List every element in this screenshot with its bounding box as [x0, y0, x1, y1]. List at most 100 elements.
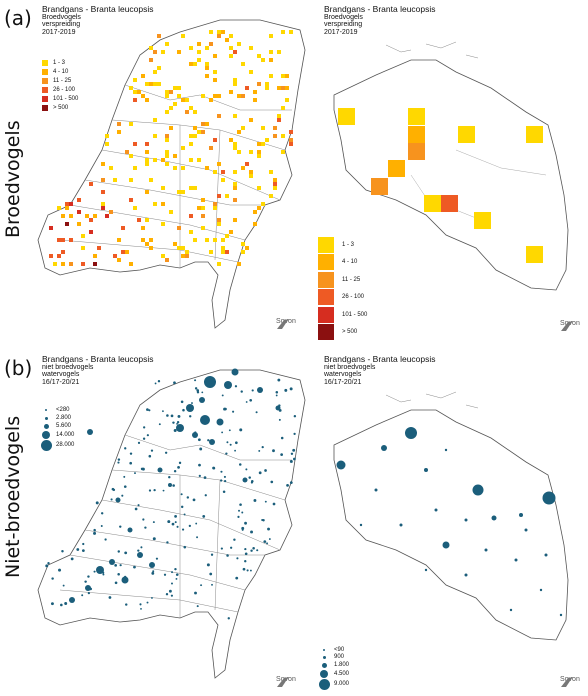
atlas-square: [165, 150, 169, 154]
count-dot: [234, 385, 238, 388]
nl-breeding-header: Brandgans - Branta leucopsis Broedvogels…: [42, 5, 154, 36]
atlas-square: [205, 122, 209, 126]
atlas-square: [213, 206, 217, 210]
count-dot: [93, 531, 97, 535]
atlas-square: [141, 94, 145, 98]
atlas-square: [237, 130, 241, 134]
gr-outline: [333, 59, 569, 291]
atlas-square: [145, 150, 149, 154]
atlas-square: [101, 190, 105, 194]
legend-swatch: [42, 104, 48, 111]
count-dot: [544, 553, 548, 557]
legend-dot: [45, 409, 47, 411]
atlas-square: [249, 150, 253, 154]
map-subtitle: watervogels: [324, 371, 362, 379]
count-dot: [424, 468, 428, 472]
count-dot: [244, 521, 247, 525]
count-dot: [210, 553, 214, 556]
atlas-square: [221, 30, 225, 34]
atlas-square: [237, 262, 241, 266]
legend-item: <90: [318, 646, 349, 653]
count-dot: [220, 547, 223, 550]
count-dot: [170, 582, 173, 585]
atlas-square: [229, 90, 233, 94]
count-dot: [225, 452, 228, 455]
count-dot: [293, 414, 297, 418]
nl-waterbird-dots: [45, 368, 297, 620]
atlas-square: [197, 42, 201, 46]
count-dot: [275, 390, 279, 394]
count-dot: [168, 483, 172, 487]
atlas-square: [177, 86, 181, 90]
legend-label: 28.000: [56, 442, 75, 448]
count-dot: [137, 552, 143, 558]
atlas-square: [165, 134, 169, 138]
count-dot: [163, 573, 167, 576]
count-dot: [104, 538, 107, 541]
count-dot: [236, 557, 239, 560]
count-dot: [240, 390, 243, 393]
count-dot: [124, 447, 127, 450]
map-subtitle: watervogels: [42, 371, 80, 379]
count-dot: [157, 467, 163, 473]
atlas-square: [253, 222, 257, 226]
atlas-square: [81, 234, 85, 238]
count-dot: [226, 554, 229, 557]
count-dot: [149, 562, 155, 568]
count-dot: [359, 523, 363, 527]
count-dot: [284, 388, 288, 392]
count-dot: [233, 538, 236, 541]
legend-dot: [42, 430, 50, 439]
count-dot: [114, 564, 117, 567]
count-dot: [182, 408, 185, 412]
count-dot: [115, 497, 121, 503]
count-dot: [228, 429, 231, 432]
legend-item: > 500: [42, 103, 78, 112]
atlas-square: [125, 250, 129, 254]
atlas-square: [197, 50, 201, 54]
atlas-square: [161, 158, 165, 162]
atlas-square: [129, 178, 133, 182]
count-dot: [204, 494, 207, 497]
legend-label: > 500: [342, 329, 358, 336]
atlas-square: [173, 242, 177, 246]
count-dot: [162, 410, 164, 413]
atlas-square: [189, 230, 193, 234]
count-dot: [110, 498, 113, 501]
atlas-square: [241, 62, 245, 66]
atlas-square: [261, 202, 265, 206]
map-title: Brandgans - Branta leucopsis: [42, 4, 154, 14]
count-dot: [289, 387, 293, 391]
atlas-square: [81, 246, 85, 250]
count-dot: [174, 514, 177, 518]
legend-label: <280: [56, 407, 70, 413]
map-subtitle: 2017-2019: [42, 28, 76, 36]
atlas-square: [109, 210, 113, 214]
count-dot: [173, 429, 177, 433]
atlas-square: [177, 246, 181, 250]
count-dot: [207, 439, 210, 442]
count-dot: [181, 528, 185, 531]
count-dot: [176, 422, 178, 425]
atlas-square: [93, 254, 97, 258]
atlas-square: [261, 142, 265, 146]
atlas-square: [117, 130, 121, 134]
count-dot: [146, 408, 149, 411]
atlas-square: [217, 30, 221, 34]
atlas-square: [101, 202, 105, 206]
count-dot: [258, 449, 261, 452]
atlas-square: [269, 74, 273, 78]
atlas-square: [281, 30, 285, 34]
atlas-square: [277, 86, 281, 90]
legend-swatch: [318, 324, 334, 341]
atlas-square: [65, 202, 69, 206]
count-dot: [60, 603, 63, 607]
atlas-square: [201, 198, 205, 202]
count-dot: [174, 521, 177, 524]
atlas-square: [474, 212, 491, 229]
count-dot: [87, 429, 93, 435]
count-dot: [203, 476, 207, 479]
atlas-square: [69, 262, 73, 266]
legend-label: 26 - 100: [53, 86, 76, 93]
count-dot: [221, 394, 224, 397]
